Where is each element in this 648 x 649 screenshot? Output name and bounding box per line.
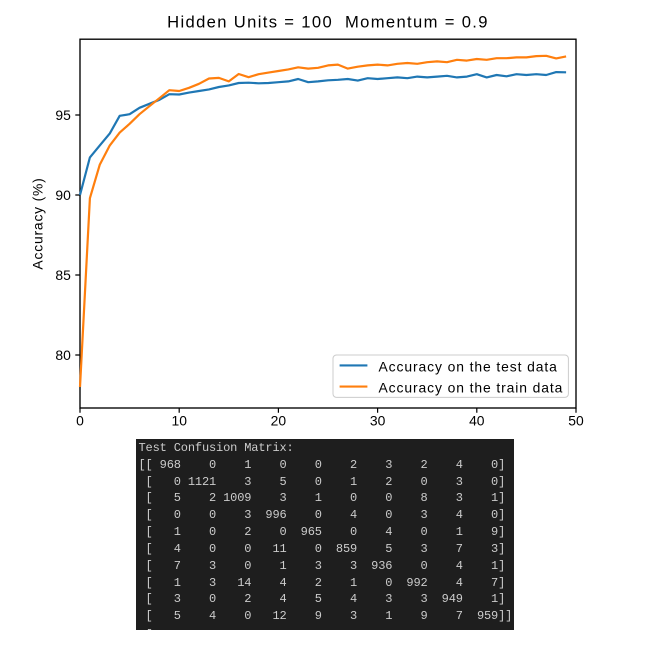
svg-text:85: 85 <box>55 267 71 283</box>
svg-text:95: 95 <box>55 107 71 123</box>
svg-text:90: 90 <box>55 187 71 203</box>
svg-text:0: 0 <box>76 413 84 429</box>
svg-text:10: 10 <box>171 413 187 429</box>
svg-text:40: 40 <box>469 413 485 429</box>
svg-text:30: 30 <box>370 413 386 429</box>
svg-text:Hidden Units = 100 Momentum =: Hidden Units = 100 Momentum = 0.9 <box>167 13 489 32</box>
svg-text:50: 50 <box>568 413 584 429</box>
svg-text:80: 80 <box>55 347 71 363</box>
svg-text:Accuracy on the train data: Accuracy on the train data <box>379 380 564 396</box>
svg-text:Accuracy on the test data: Accuracy on the test data <box>379 358 558 374</box>
svg-text:Accuracy (%): Accuracy (%) <box>30 177 46 269</box>
svg-text:20: 20 <box>271 413 287 429</box>
